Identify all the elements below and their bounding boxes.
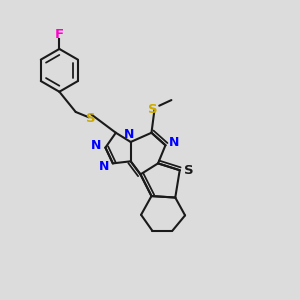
- Text: N: N: [124, 128, 134, 141]
- Text: N: N: [169, 136, 179, 149]
- Text: F: F: [55, 28, 64, 41]
- Text: S: S: [184, 164, 194, 177]
- Text: S: S: [86, 112, 96, 125]
- Text: S: S: [148, 103, 158, 116]
- Text: N: N: [99, 160, 110, 173]
- Text: N: N: [91, 139, 102, 152]
